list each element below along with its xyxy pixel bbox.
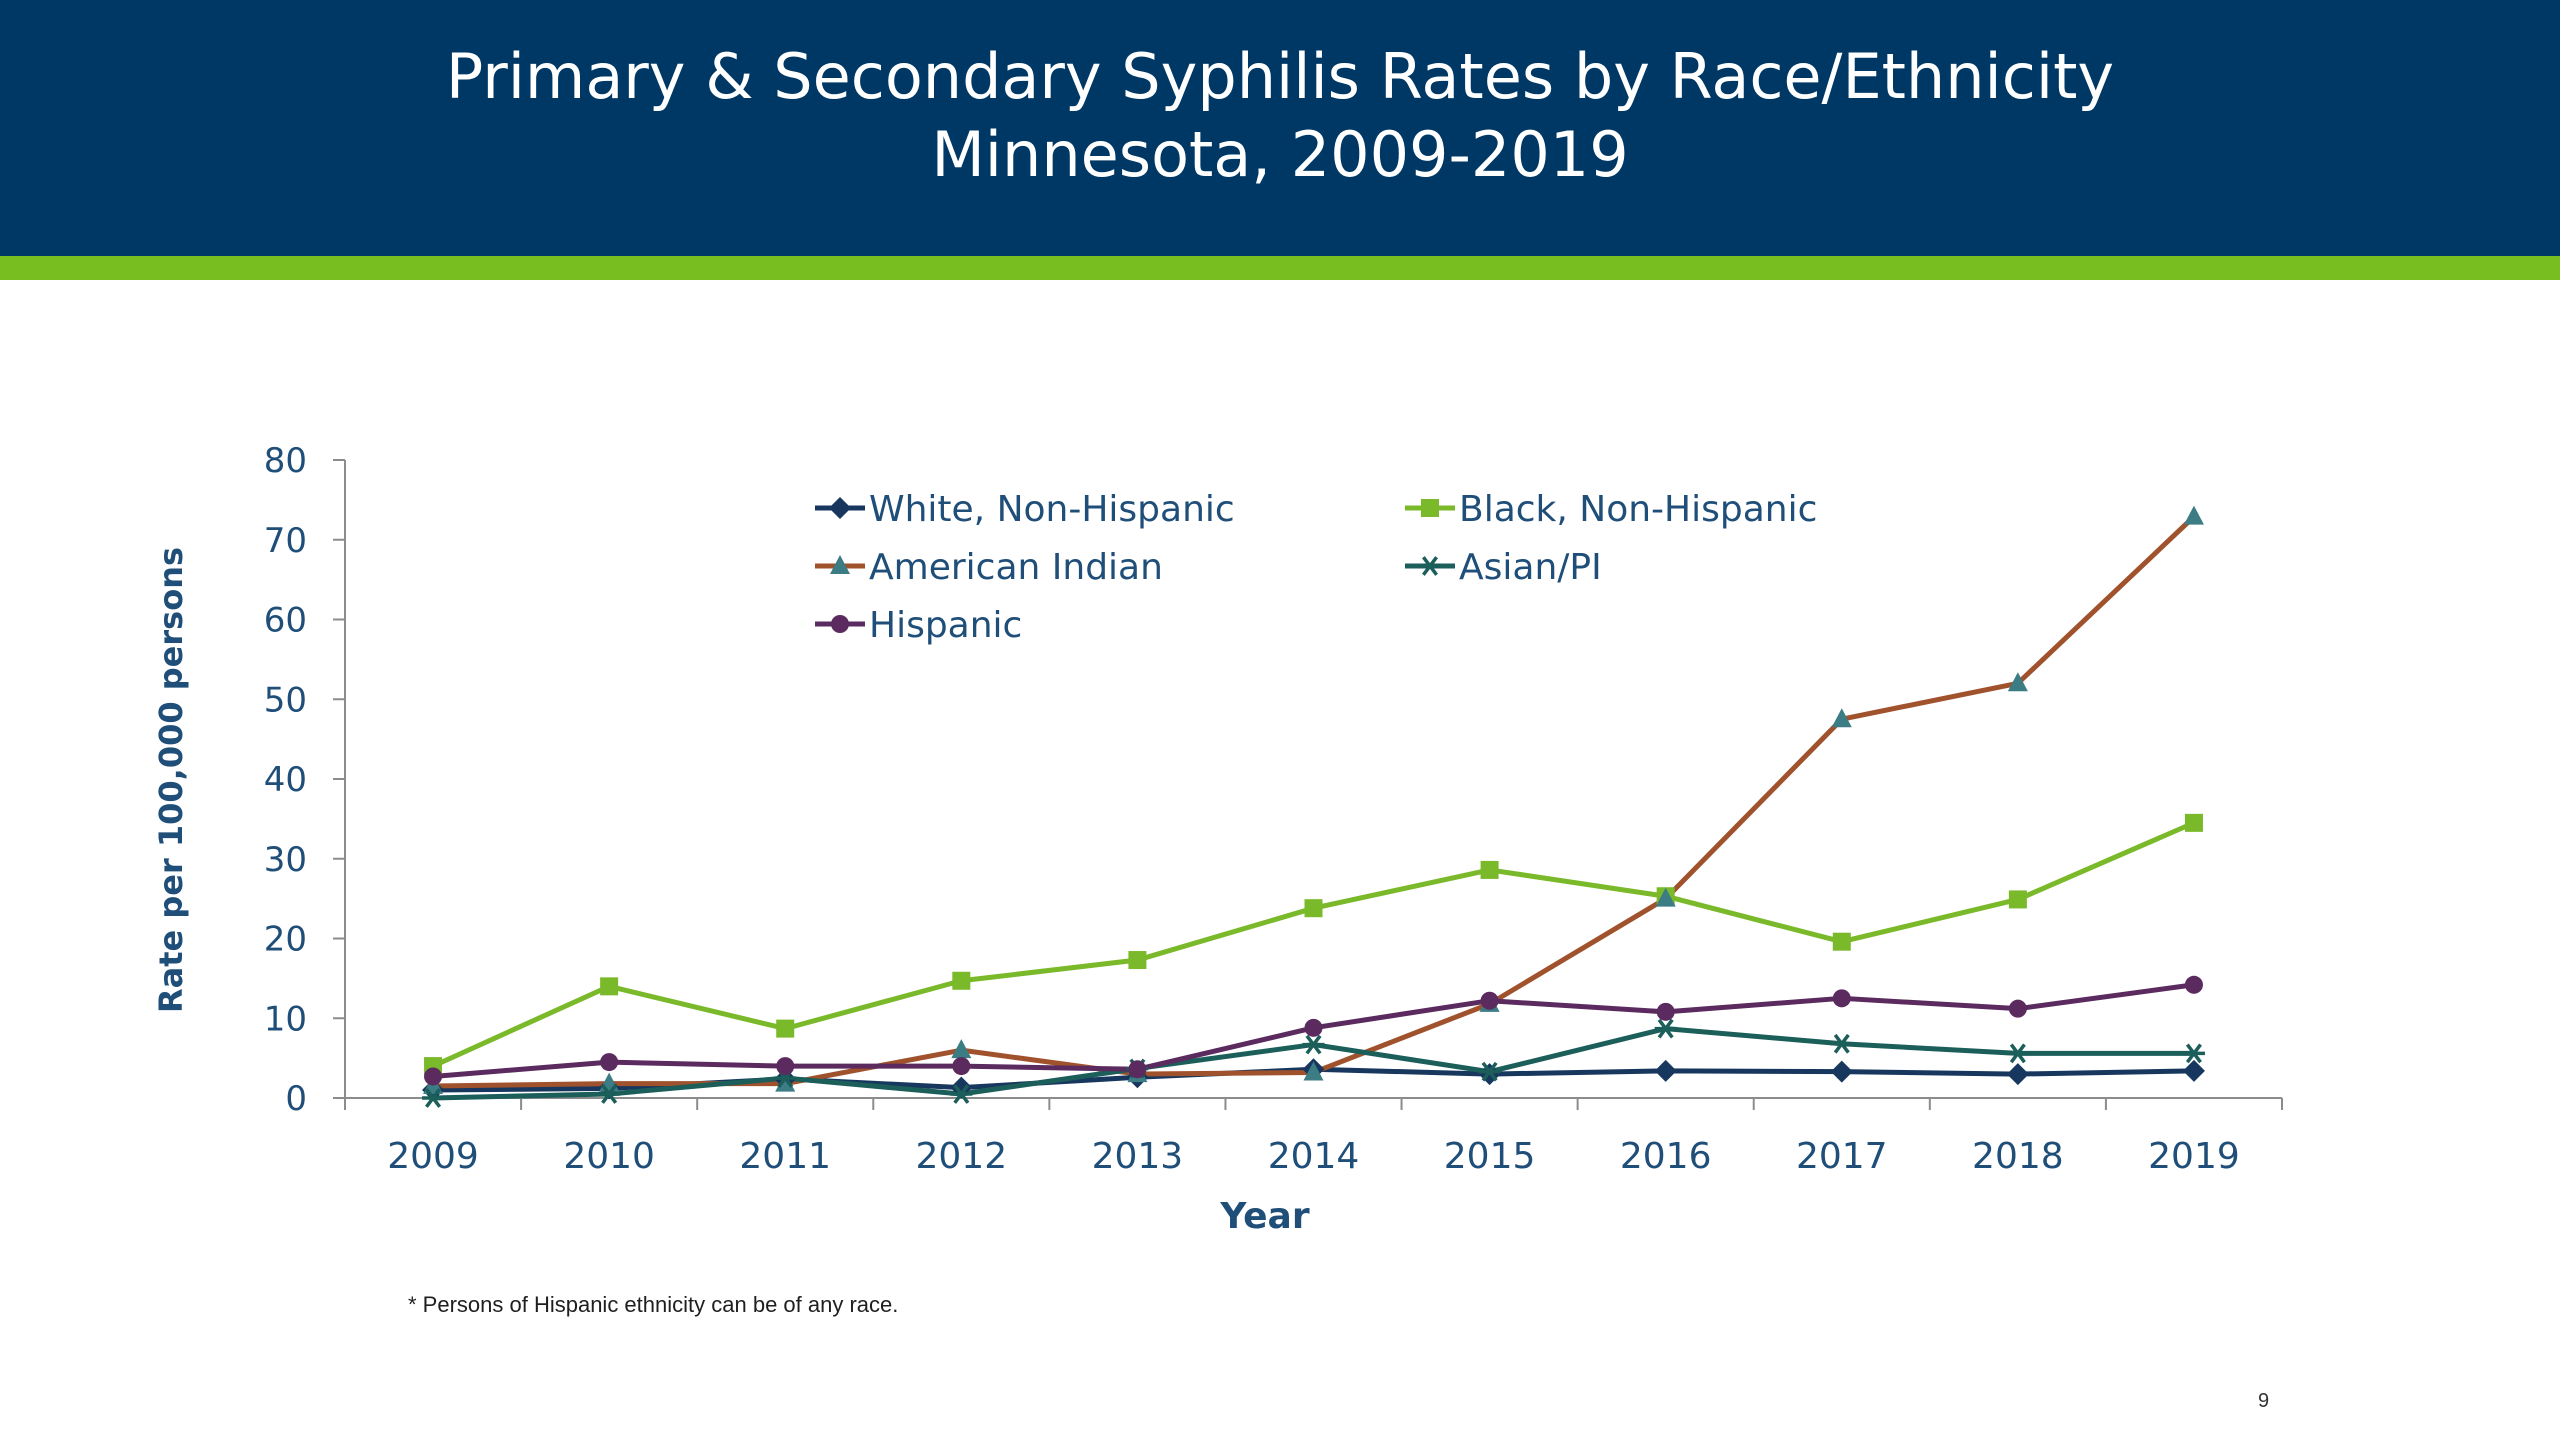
data-point-hispanic [1128, 1060, 1147, 1079]
slide-title-line-1: Primary & Secondary Syphilis Rates by Ra… [445, 40, 2115, 113]
series-line-american-indian [433, 514, 2196, 1089]
x-tick-label: 2017 [1796, 1136, 1888, 1177]
legend-marker-white-non-hispanic [829, 497, 851, 519]
data-point-black-non-hispanic [2184, 813, 2203, 832]
y-axis-title: Rate per 100,000 persons [152, 547, 190, 1013]
x-tick-label: 2014 [1268, 1136, 1360, 1177]
legend-label-american-indian: American Indian [869, 547, 1163, 588]
x-tick-label: 2013 [1092, 1136, 1184, 1177]
data-point-white-non-hispanic [1654, 1059, 1677, 1082]
legend-marker-black-non-hispanic [1421, 499, 1439, 517]
legend-marker-american-indian [830, 555, 850, 574]
legend-label-hispanic: Hispanic [869, 605, 1022, 646]
data-point-hispanic [776, 1057, 795, 1076]
legend-marker-asian-pi [1419, 556, 1441, 576]
slide-title: Primary & Secondary Syphilis Rates by Ra… [0, 38, 2560, 194]
legend-label-asian-pi: Asian/PI [1459, 547, 1602, 588]
legend-label-white-non-hispanic: White, Non-Hispanic [869, 489, 1235, 530]
data-point-hispanic [1656, 1002, 1675, 1021]
data-point-american-indian [1655, 887, 1676, 907]
x-tick-label: 2011 [739, 1136, 831, 1177]
legend-marker-hispanic [831, 615, 849, 633]
data-point-asian-pi [1830, 1033, 1853, 1054]
data-point-black-non-hispanic [1480, 860, 1499, 879]
data-point-black-non-hispanic [1304, 899, 1323, 918]
accent-bar [0, 256, 2560, 280]
data-point-american-indian [2007, 672, 2028, 692]
data-point-hispanic [2008, 999, 2027, 1018]
footnote: * Persons of Hispanic ethnicity can be o… [408, 1292, 899, 1317]
y-tick-label: 80 [264, 441, 307, 481]
y-tick-label: 60 [264, 601, 307, 641]
data-point-hispanic [600, 1053, 619, 1072]
y-tick-label: 40 [264, 760, 307, 800]
data-point-black-non-hispanic [1832, 932, 1851, 951]
data-point-asian-pi [1302, 1034, 1325, 1055]
data-point-asian-pi [2006, 1043, 2029, 1064]
title-banner: Primary & Secondary Syphilis Rates by Ra… [0, 0, 2560, 256]
data-point-black-non-hispanic [776, 1019, 795, 1038]
x-tick-label: 2018 [1972, 1136, 2064, 1177]
x-tick-label: 2016 [1620, 1136, 1712, 1177]
data-point-american-indian [951, 1039, 972, 1059]
data-point-hispanic [1832, 989, 1851, 1008]
data-point-black-non-hispanic [600, 977, 619, 996]
legend-label-black-non-hispanic: Black, Non-Hispanic [1459, 489, 1817, 530]
data-point-asian-pi [422, 1088, 445, 1108]
y-tick-label: 10 [264, 999, 307, 1039]
data-point-asian-pi [2182, 1043, 2205, 1064]
x-tick-label: 2009 [387, 1136, 479, 1177]
data-point-white-non-hispanic [2182, 1059, 2205, 1082]
x-tick-label: 2019 [2148, 1136, 2240, 1177]
y-tick-label: 20 [264, 920, 307, 960]
data-point-black-non-hispanic [952, 971, 971, 990]
data-point-hispanic [1304, 1018, 1323, 1037]
y-tick-label: 0 [285, 1079, 307, 1119]
slide-number: 9 [2258, 1390, 2270, 1412]
data-point-asian-pi [598, 1084, 621, 1104]
data-point-american-indian [2183, 505, 2204, 525]
data-point-american-indian [1303, 1061, 1324, 1081]
data-point-hispanic [1480, 991, 1499, 1010]
data-point-hispanic [424, 1067, 443, 1086]
x-tick-label: 2010 [563, 1136, 655, 1177]
data-point-american-indian [1831, 708, 1852, 728]
slide-title-line-2: Minnesota, 2009-2019 [931, 118, 1629, 191]
y-tick-label: 70 [264, 521, 307, 561]
data-point-black-non-hispanic [1128, 951, 1147, 970]
data-point-hispanic [952, 1057, 971, 1076]
data-point-white-non-hispanic [1830, 1060, 1853, 1083]
y-tick-label: 30 [264, 840, 307, 880]
data-point-asian-pi [1654, 1018, 1677, 1039]
data-point-black-non-hispanic [2008, 890, 2027, 909]
data-point-asian-pi [1478, 1061, 1501, 1082]
data-point-asian-pi [950, 1084, 973, 1104]
data-point-white-non-hispanic [2006, 1063, 2029, 1086]
y-tick-label: 50 [264, 680, 307, 720]
x-tick-label: 2012 [916, 1136, 1008, 1177]
x-axis-title: Year [1219, 1196, 1309, 1237]
data-point-hispanic [2184, 975, 2203, 994]
x-tick-label: 2015 [1444, 1136, 1536, 1177]
